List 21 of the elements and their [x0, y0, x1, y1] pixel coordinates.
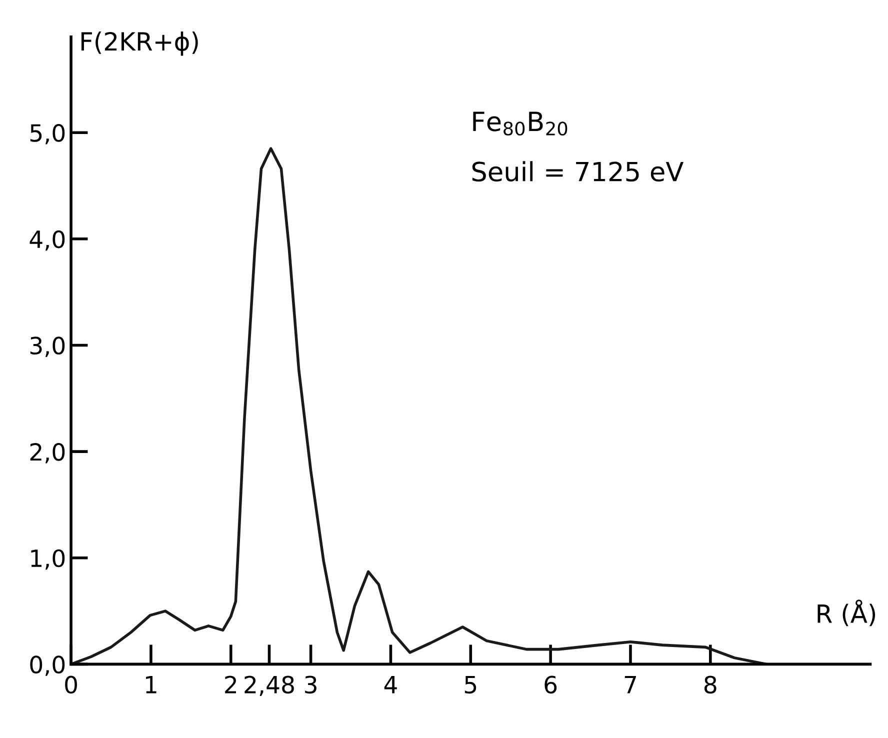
y-tick-label: 0,0 [30, 656, 65, 676]
y-tick-label: 1,0 [31, 549, 65, 570]
y-axis-title: F(2KR+ϕ) [81, 32, 198, 56]
y-tick-label: 3,0 [30, 336, 65, 357]
annotation: Seuil = 7125 eV [472, 161, 684, 182]
y-tick-label: 2,0 [30, 443, 65, 464]
x-tick-label: 2 [225, 676, 236, 694]
x-tick-label: 7 [624, 676, 636, 694]
x-axis-title: R (Å) [818, 600, 876, 626]
x-tick-label: 1 [146, 676, 156, 694]
x-tick-label: 3 [305, 676, 316, 694]
line-series [71, 147, 768, 664]
x-tick-label: 8 [704, 676, 716, 694]
y-tick-label: 5,0 [30, 124, 65, 144]
x-tick-label: 2,48 [244, 676, 294, 696]
x-tick-label: 4 [384, 676, 397, 694]
x-tick-label: 6 [544, 676, 557, 694]
annotation: Fe$_{80}$B$_{20}$ [473, 112, 568, 136]
x-tick-label: 0 [65, 676, 77, 694]
x-tick-label: 5 [464, 676, 476, 694]
y-tick-label: 4,0 [30, 230, 65, 251]
